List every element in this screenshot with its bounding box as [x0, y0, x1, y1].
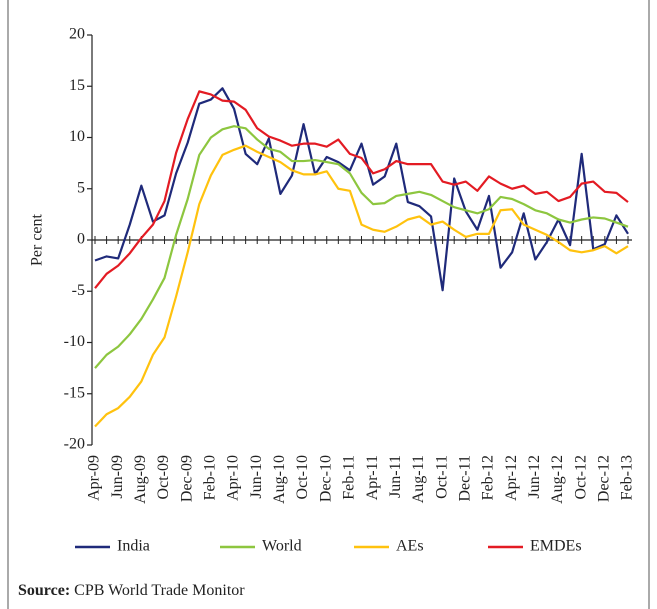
y-tick-label: -10 [64, 333, 85, 350]
x-tick-label: Apr-09 [86, 455, 103, 501]
legend-label: AEs [396, 538, 424, 555]
x-tick-label: Apr-10 [225, 455, 242, 501]
x-tick-label: Dec-12 [595, 455, 612, 502]
series-line [94, 87, 629, 292]
x-tick-label: Dec-09 [178, 455, 195, 502]
x-tick-label: Jun-10 [248, 455, 265, 499]
x-tick-label: Aug-12 [549, 455, 566, 504]
source-text: CPB World Trade Monitor [74, 582, 245, 599]
source-label: Source: [18, 582, 70, 599]
y-tick-label: -15 [64, 384, 85, 401]
x-tick-label: Feb-11 [341, 455, 358, 500]
x-tick-label: Aug-10 [271, 455, 288, 504]
x-tick-label: Oct-12 [572, 455, 589, 499]
y-tick-label: 0 [77, 231, 85, 248]
y-axis-label: Per cent [29, 213, 46, 266]
series-line [94, 144, 629, 428]
y-tick-label: -20 [64, 436, 85, 453]
x-tick-label: Jun-12 [526, 455, 543, 499]
x-tick-label: Feb-13 [619, 455, 636, 500]
y-tick-label: 10 [69, 128, 85, 145]
legend-label: India [117, 538, 150, 555]
x-tick-label: Apr-11 [364, 455, 381, 500]
x-tick-label: Jun-11 [387, 455, 404, 498]
x-tick-label: Oct-09 [155, 455, 172, 499]
series-line [94, 90, 629, 289]
x-tick-label: Feb-12 [480, 455, 497, 500]
x-tick-label: Jun-09 [109, 455, 126, 499]
series-line [94, 125, 629, 369]
x-tick-label: Feb-10 [202, 455, 219, 500]
x-tick-label: Aug-11 [410, 455, 427, 503]
legend-label: World [262, 538, 302, 555]
y-tick-label: -5 [72, 282, 85, 299]
source: Source: CPB World Trade Monitor [18, 582, 245, 599]
y-tick-label: 15 [69, 77, 85, 94]
x-tick-label: Aug-09 [132, 455, 149, 504]
x-tick-label: Dec-10 [317, 455, 334, 502]
x-tick-label: Dec-11 [456, 455, 473, 502]
y-tick-label: 20 [69, 26, 85, 43]
x-tick-label: Oct-10 [294, 455, 311, 499]
frame [7, 0, 650, 609]
x-tick-label: Oct-11 [433, 455, 450, 499]
y-tick-label: 5 [77, 179, 85, 196]
legend-label: EMDEs [530, 538, 582, 555]
x-tick-label: Apr-12 [503, 455, 520, 501]
